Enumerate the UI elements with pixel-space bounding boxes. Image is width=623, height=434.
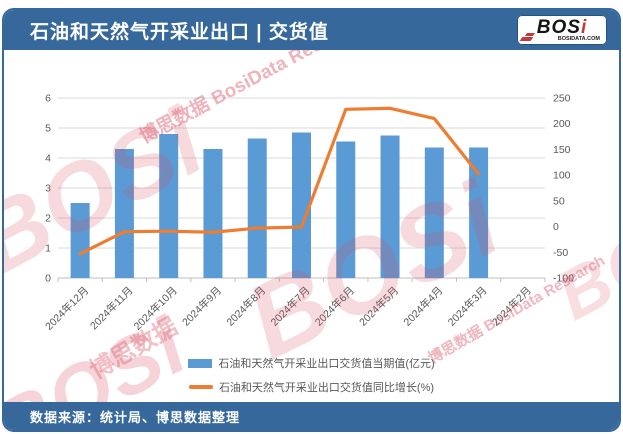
data-source-text: 数据来源：统计局、博思数据整理 [30, 409, 241, 425]
bar-swatch-icon [188, 358, 213, 368]
x-axis-category-label: 2024年2月 [489, 284, 534, 329]
logo-brand-text: BOSi [536, 16, 588, 38]
x-axis-category-label: 2024年12月 [42, 284, 91, 333]
right-axis-tick-label: 200 [553, 118, 571, 130]
bar-2024年11月 [114, 149, 134, 278]
x-axis-category-label: 2024年4月 [401, 284, 446, 329]
bar-2024年8月 [247, 138, 267, 278]
bar-2024年10月 [159, 134, 179, 278]
left-axis-tick-label: 2 [45, 213, 51, 225]
logo-stripe-icon [519, 37, 534, 41]
line-swatch-icon [188, 385, 213, 389]
legend-label-bar: 石油和天然气开采业出口交货值当期值(亿元) [218, 358, 435, 370]
legend-item-line: 石油和天然气开采业出口交货值同比增长(%) [188, 379, 435, 395]
left-axis-tick-label: 0 [45, 273, 51, 285]
x-axis-category-label: 2024年10月 [131, 284, 180, 333]
growth-line [78, 106, 481, 256]
right-axis-tick-label: -100 [553, 273, 574, 285]
x-axis-category-label: 2024年3月 [445, 284, 490, 329]
bar-2024年6月 [336, 141, 356, 278]
x-axis-category-label: 2024年7月 [268, 284, 313, 329]
footer-bar: 数据来源：统计局、博思数据整理 [4, 402, 619, 430]
right-axis-tick-label: 250 [553, 93, 571, 105]
bosi-logo: BOSi BOSIDATA.COM [517, 15, 607, 45]
right-axis-tick-label: 150 [553, 144, 571, 156]
x-axis-category-label: 2024年6月 [312, 284, 357, 329]
chart-legend: 石油和天然气开采业出口交货值当期值(亿元) 石油和天然气开采业出口交货值同比增长… [4, 355, 619, 395]
right-axis-tick-label: 50 [553, 195, 565, 207]
left-axis-tick-label: 3 [45, 183, 51, 195]
logo-domain-text: BOSIDATA.COM [557, 35, 600, 42]
legend-label-line: 石油和天然气开采业出口交货值同比增长(%) [218, 382, 435, 394]
bar-2024年3月 [469, 147, 489, 278]
x-axis-category-label: 2024年8月 [224, 284, 269, 329]
page-title: 石油和天然气开采业出口 | 交货值 [30, 21, 329, 43]
right-axis-tick-label: -50 [553, 247, 568, 259]
x-axis-category-label: 2024年5月 [356, 284, 401, 329]
bar-2024年7月 [292, 132, 311, 278]
header-bar: 石油和天然气开采业出口 | 交货值 BOSi BOSIDATA.COM [4, 10, 619, 50]
right-axis-tick-label: 0 [553, 221, 559, 233]
bar-2024年9月 [203, 149, 223, 278]
left-axis-tick-label: 6 [45, 93, 51, 105]
left-axis-tick-label: 1 [45, 243, 51, 255]
bar-2024年4月 [424, 147, 444, 278]
bar-2024年5月 [380, 135, 400, 278]
left-axis-tick-label: 5 [45, 123, 51, 135]
left-axis-tick-label: 4 [45, 153, 51, 165]
infographic-card: 石油和天然气开采业出口 | 交货值 BOSi BOSIDATA.COM 0 1 2 3… [2, 8, 621, 432]
x-axis-category-label: 2024年9月 [179, 284, 224, 329]
chart-area: 0 1 2 3 4 5 6 250 200 150 100 50 0 -50 -100 2024年12月 202… [4, 50, 619, 402]
logo-stripe-icon [524, 33, 536, 36]
bar-2024年12月 [70, 203, 90, 278]
right-axis-tick-label: 100 [553, 170, 571, 182]
legend-item-bar: 石油和天然气开采业出口交货值当期值(亿元) [188, 355, 435, 371]
x-axis-category-label: 2024年11月 [87, 284, 135, 332]
